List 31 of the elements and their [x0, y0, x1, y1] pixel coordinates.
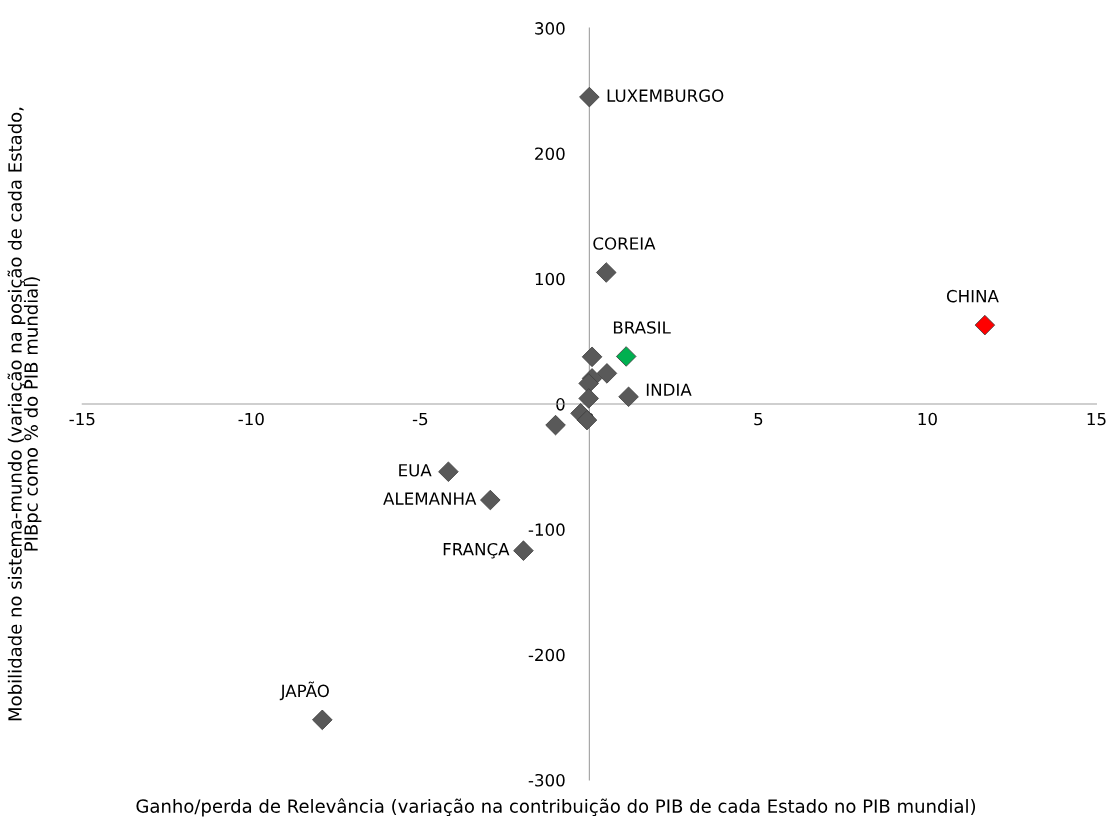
y-tick-label: 0 [556, 398, 565, 411]
x-tick-label: 10 [918, 412, 937, 426]
point [615, 346, 637, 367]
point [545, 414, 566, 436]
annotation: LUXEMBURGO [607, 89, 724, 102]
annotation: EUA [399, 464, 432, 477]
y-tick-label: 200 [535, 147, 565, 161]
annotation: CHINA [946, 289, 999, 303]
point [480, 489, 501, 511]
x-tick-label: -15 [69, 412, 95, 426]
y-tick-label: 100 [535, 272, 565, 286]
point [596, 262, 617, 283]
x-axis-title: Ganho/perda de Relevância (variação na contribuição do PIB de cada Estado no PIB mundial) [136, 798, 976, 817]
x-tick-label: -10 [238, 412, 264, 426]
annotation: COREIA [593, 237, 656, 250]
point [579, 86, 600, 108]
y-tick-label: -200 [528, 648, 565, 662]
annotation: ALEMANHA [383, 492, 477, 505]
y-axis-title: Mobilidade no sistema-mundo (variação na posição de cada Estado, PIBpc como % do PIB mundial) [7, 107, 42, 721]
annotation: FRANÇA [443, 542, 510, 559]
annotation: INDIA [646, 383, 692, 396]
annotation: JAPÃO [279, 681, 329, 701]
point [596, 363, 618, 384]
y-tick-label: 300 [535, 22, 565, 35]
annotation: BRASIL [613, 321, 671, 334]
x-tick-label: 15 [1087, 412, 1106, 426]
x-tick-label: -5 [412, 412, 428, 426]
point [618, 386, 639, 408]
y-tick-label: -100 [528, 523, 565, 536]
y-tick-label: -300 [528, 773, 565, 787]
x-tick-label: 5 [754, 412, 763, 426]
